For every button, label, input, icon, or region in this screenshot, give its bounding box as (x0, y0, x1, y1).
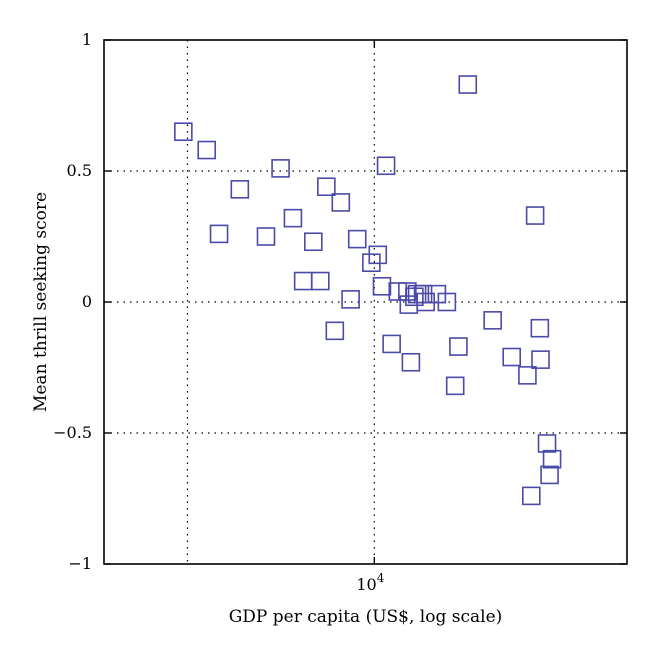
y-tick-label: −1 (68, 554, 92, 573)
data-point (522, 486, 541, 506)
data-point (209, 224, 229, 244)
data-point (376, 156, 396, 176)
data-point (525, 206, 545, 225)
data-point (531, 350, 550, 369)
data-point (388, 282, 408, 301)
data-point (401, 352, 421, 372)
data-point (518, 366, 537, 385)
data-point (293, 271, 313, 291)
grid-lines (104, 40, 627, 564)
data-point (502, 347, 522, 367)
data-point (540, 465, 559, 485)
data-point (271, 159, 290, 178)
y-tick-label: 0 (82, 292, 92, 311)
data-point (372, 276, 392, 296)
data-point (325, 321, 345, 341)
data-point (530, 318, 550, 338)
data-point (537, 434, 557, 453)
data-point (341, 290, 360, 309)
data-point (458, 75, 478, 94)
data-point (542, 449, 562, 469)
data-point (437, 292, 457, 312)
data-point (317, 177, 336, 197)
data-point (174, 122, 193, 141)
axis-ticks: 1 0.5 0 −0.5 −1 104 (53, 30, 627, 594)
data-point (283, 208, 303, 228)
y-tick-label: 1 (82, 30, 92, 49)
data-point (331, 193, 351, 212)
x-tick-label: 104 (356, 571, 384, 594)
data-point (310, 271, 330, 291)
data-point (449, 337, 468, 356)
x-axis-title: GDP per capita (US$, log scale) (229, 607, 503, 627)
data-point (303, 232, 323, 252)
y-axis-title: Mean thrill seeking score (31, 192, 51, 412)
data-point (398, 282, 417, 301)
data-point (382, 334, 401, 354)
data-point (197, 140, 217, 160)
data-point (368, 245, 388, 265)
data-point (347, 229, 367, 249)
y-tick-label: −0.5 (53, 423, 92, 442)
data-points (174, 75, 562, 506)
data-point (230, 180, 250, 199)
data-point (445, 376, 465, 396)
data-point (256, 227, 276, 246)
data-point (483, 311, 502, 330)
y-tick-label: 0.5 (67, 161, 92, 180)
